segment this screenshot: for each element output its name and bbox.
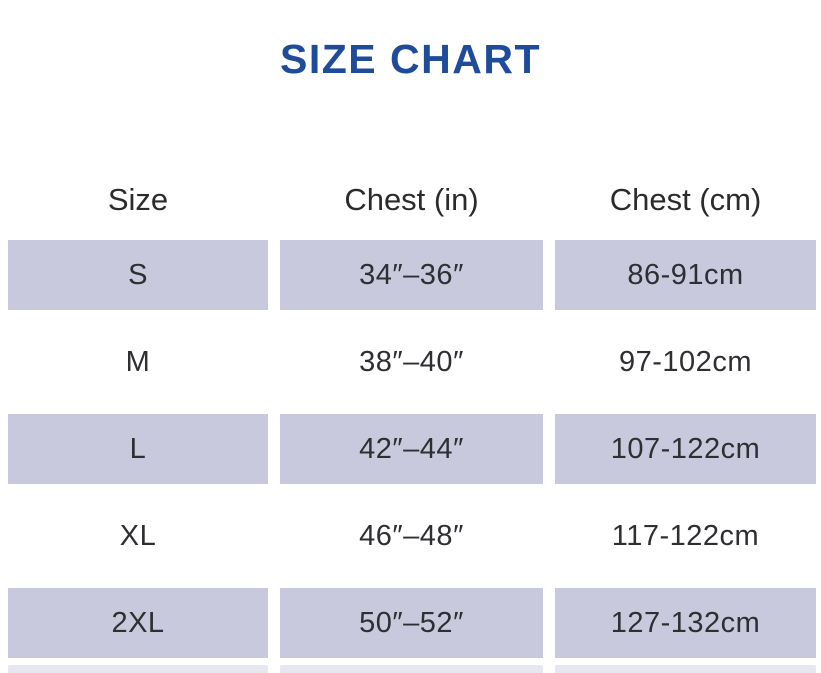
cutoff-next-row xyxy=(8,665,816,673)
size-cell: M xyxy=(125,345,151,378)
page-title: SIZE CHART xyxy=(280,36,541,82)
chest-in-cell: 46″–48″ xyxy=(359,519,464,552)
table-row: M 38″–40″ 97-102cm xyxy=(8,327,816,397)
size-table: Size Chest (in) Chest (cm) S 34″–36″ 86-… xyxy=(0,160,816,673)
chest-cm-cell: 127-132cm xyxy=(555,588,816,658)
table-row: S 34″–36″ 86-91cm xyxy=(8,240,816,310)
column-header-size: Size xyxy=(107,182,169,217)
chest-in-cell: 50″–52″ xyxy=(280,588,543,658)
table-row: L 42″–44″ 107-122cm xyxy=(8,414,816,484)
cutoff-next-row-band xyxy=(8,665,268,673)
chest-in-cell: 42″–44″ xyxy=(280,414,543,484)
size-cell: XL xyxy=(119,519,157,552)
column-header-chest-in: Chest (in) xyxy=(344,182,479,217)
cutoff-next-row-band xyxy=(280,665,543,673)
size-cell: L xyxy=(8,414,268,484)
cutoff-next-row-band xyxy=(555,665,816,673)
chest-cm-cell: 117-122cm xyxy=(611,519,760,552)
column-header-chest-cm: Chest (cm) xyxy=(609,182,762,217)
chest-in-cell: 38″–40″ xyxy=(359,345,464,378)
table-header-row: Size Chest (in) Chest (cm) xyxy=(8,160,816,240)
size-cell: S xyxy=(8,240,268,310)
size-cell: 2XL xyxy=(8,588,268,658)
table-row: XL 46″–48″ 117-122cm xyxy=(8,501,816,571)
chest-cm-cell: 86-91cm xyxy=(555,240,816,310)
chest-cm-cell: 97-102cm xyxy=(619,345,752,378)
table-body: S 34″–36″ 86-91cm M 38″–40″ 97-102cm L 4… xyxy=(8,240,816,658)
chest-in-cell: 34″–36″ xyxy=(280,240,543,310)
table-row: 2XL 50″–52″ 127-132cm xyxy=(8,588,816,658)
chest-cm-cell: 107-122cm xyxy=(555,414,816,484)
